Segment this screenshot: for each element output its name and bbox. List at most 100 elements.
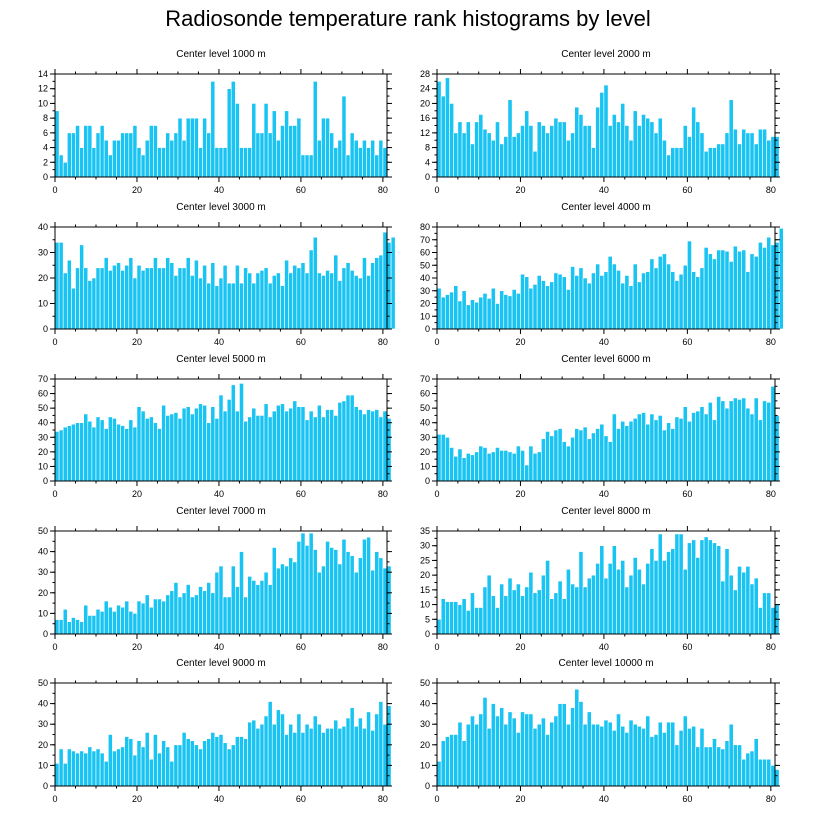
histogram-bar xyxy=(699,267,705,330)
histogram-bar xyxy=(532,150,538,178)
histogram-bar xyxy=(632,418,638,482)
panel-title: Center level 10000 m xyxy=(558,658,653,669)
histogram-bar xyxy=(511,289,517,330)
histogram-bar xyxy=(370,262,376,330)
histogram-bar xyxy=(732,589,738,635)
histogram-bar xyxy=(728,99,734,178)
histogram-bar xyxy=(712,419,717,482)
histogram-bar xyxy=(478,296,484,330)
x-tick-label: 0 xyxy=(434,337,439,347)
histogram-bar xyxy=(636,125,642,178)
histogram-panel-3: 0 10 20 30 40 0 20 40 60 80 Center level 3000 m xyxy=(38,202,396,347)
histogram-bar xyxy=(762,592,767,635)
histogram-bar xyxy=(161,740,166,787)
histogram-bar xyxy=(308,154,314,178)
histogram-bar xyxy=(362,139,367,178)
histogram-bar xyxy=(276,709,281,787)
histogram-bar xyxy=(304,154,310,178)
histogram-bar xyxy=(486,728,492,787)
histogram-bar xyxy=(120,270,125,330)
histogram-bar xyxy=(374,257,380,330)
histogram-bar xyxy=(574,586,580,635)
y-tick-label: 50 xyxy=(420,403,430,413)
histogram-bar xyxy=(173,412,179,482)
histogram-bar xyxy=(308,410,314,482)
histogram-bar xyxy=(720,748,726,787)
histogram-bar xyxy=(749,132,755,178)
y-tick-label: 70 xyxy=(38,374,48,384)
histogram-bar xyxy=(515,583,521,635)
y-tick-label: 30 xyxy=(420,719,430,729)
histogram-bar xyxy=(595,723,601,787)
histogram-bar xyxy=(603,435,609,482)
histogram-bar xyxy=(382,147,388,178)
y-tick-label: 50 xyxy=(38,678,48,688)
histogram-bar xyxy=(132,125,138,178)
histogram-bar xyxy=(732,128,738,178)
histogram-bar xyxy=(161,404,166,482)
histogram-bar xyxy=(607,563,613,635)
histogram-bar xyxy=(440,296,446,330)
histogram-bar xyxy=(474,121,480,178)
histogram-bar xyxy=(198,147,203,178)
histogram-bar xyxy=(520,711,525,787)
histogram-bar xyxy=(87,280,93,330)
histogram-bar xyxy=(737,566,742,635)
histogram-bar xyxy=(284,565,289,635)
histogram-bar xyxy=(140,602,146,635)
histogram-bar xyxy=(280,713,285,787)
histogram-bar xyxy=(333,549,339,635)
histogram-bar xyxy=(662,139,667,178)
y-tick-label: 40 xyxy=(38,222,48,232)
histogram-bar xyxy=(445,294,450,330)
histogram-bar xyxy=(465,453,471,482)
histogram-bar xyxy=(255,415,261,482)
histogram-bar xyxy=(737,143,742,178)
histogram-bar xyxy=(157,752,162,787)
histogram-bar xyxy=(611,730,617,787)
histogram-bar xyxy=(267,282,273,330)
histogram-bar xyxy=(271,275,277,330)
histogram-bar xyxy=(591,147,596,178)
histogram-bar xyxy=(762,128,767,178)
histogram-bar xyxy=(292,264,298,330)
y-tick-label: 20 xyxy=(420,447,430,457)
histogram-bar xyxy=(566,723,571,787)
histogram-bar xyxy=(206,738,212,787)
histogram-bar xyxy=(536,121,542,178)
histogram-bar xyxy=(230,282,236,330)
histogram-bar xyxy=(312,549,318,635)
histogram-bar xyxy=(345,262,351,330)
histogram-bar xyxy=(582,277,588,330)
histogram-bar xyxy=(79,422,84,482)
x-tick-label: 80 xyxy=(766,489,776,499)
histogram-bar xyxy=(386,705,392,787)
histogram-bar xyxy=(641,114,646,178)
histogram-bar xyxy=(288,557,294,635)
histogram-bar xyxy=(499,707,505,787)
histogram-bar xyxy=(624,275,630,330)
histogram-bar xyxy=(770,244,776,330)
histogram-bar xyxy=(214,418,220,482)
y-tick-label: 10 xyxy=(420,311,430,321)
histogram-bar xyxy=(378,416,384,482)
panel-title: Center level 6000 m xyxy=(561,354,651,365)
histogram-bar xyxy=(691,106,697,178)
histogram-bar xyxy=(645,423,651,482)
histogram-bar xyxy=(267,416,273,482)
histogram-bar xyxy=(603,271,609,330)
histogram-bar xyxy=(662,560,667,635)
y-tick-label: 0 xyxy=(425,324,430,334)
y-tick-label: 50 xyxy=(38,526,48,536)
histogram-bar xyxy=(549,281,555,330)
histogram-bar xyxy=(695,121,701,178)
y-tick-label: 30 xyxy=(38,432,48,442)
histogram-bar xyxy=(169,139,175,178)
histogram-bar xyxy=(329,547,335,635)
x-tick-label: 60 xyxy=(682,185,692,195)
histogram-bar xyxy=(511,453,517,482)
histogram-bar xyxy=(218,147,224,178)
histogram-bar xyxy=(595,563,601,635)
histogram-bar xyxy=(136,740,142,787)
histogram-bar xyxy=(71,132,76,178)
